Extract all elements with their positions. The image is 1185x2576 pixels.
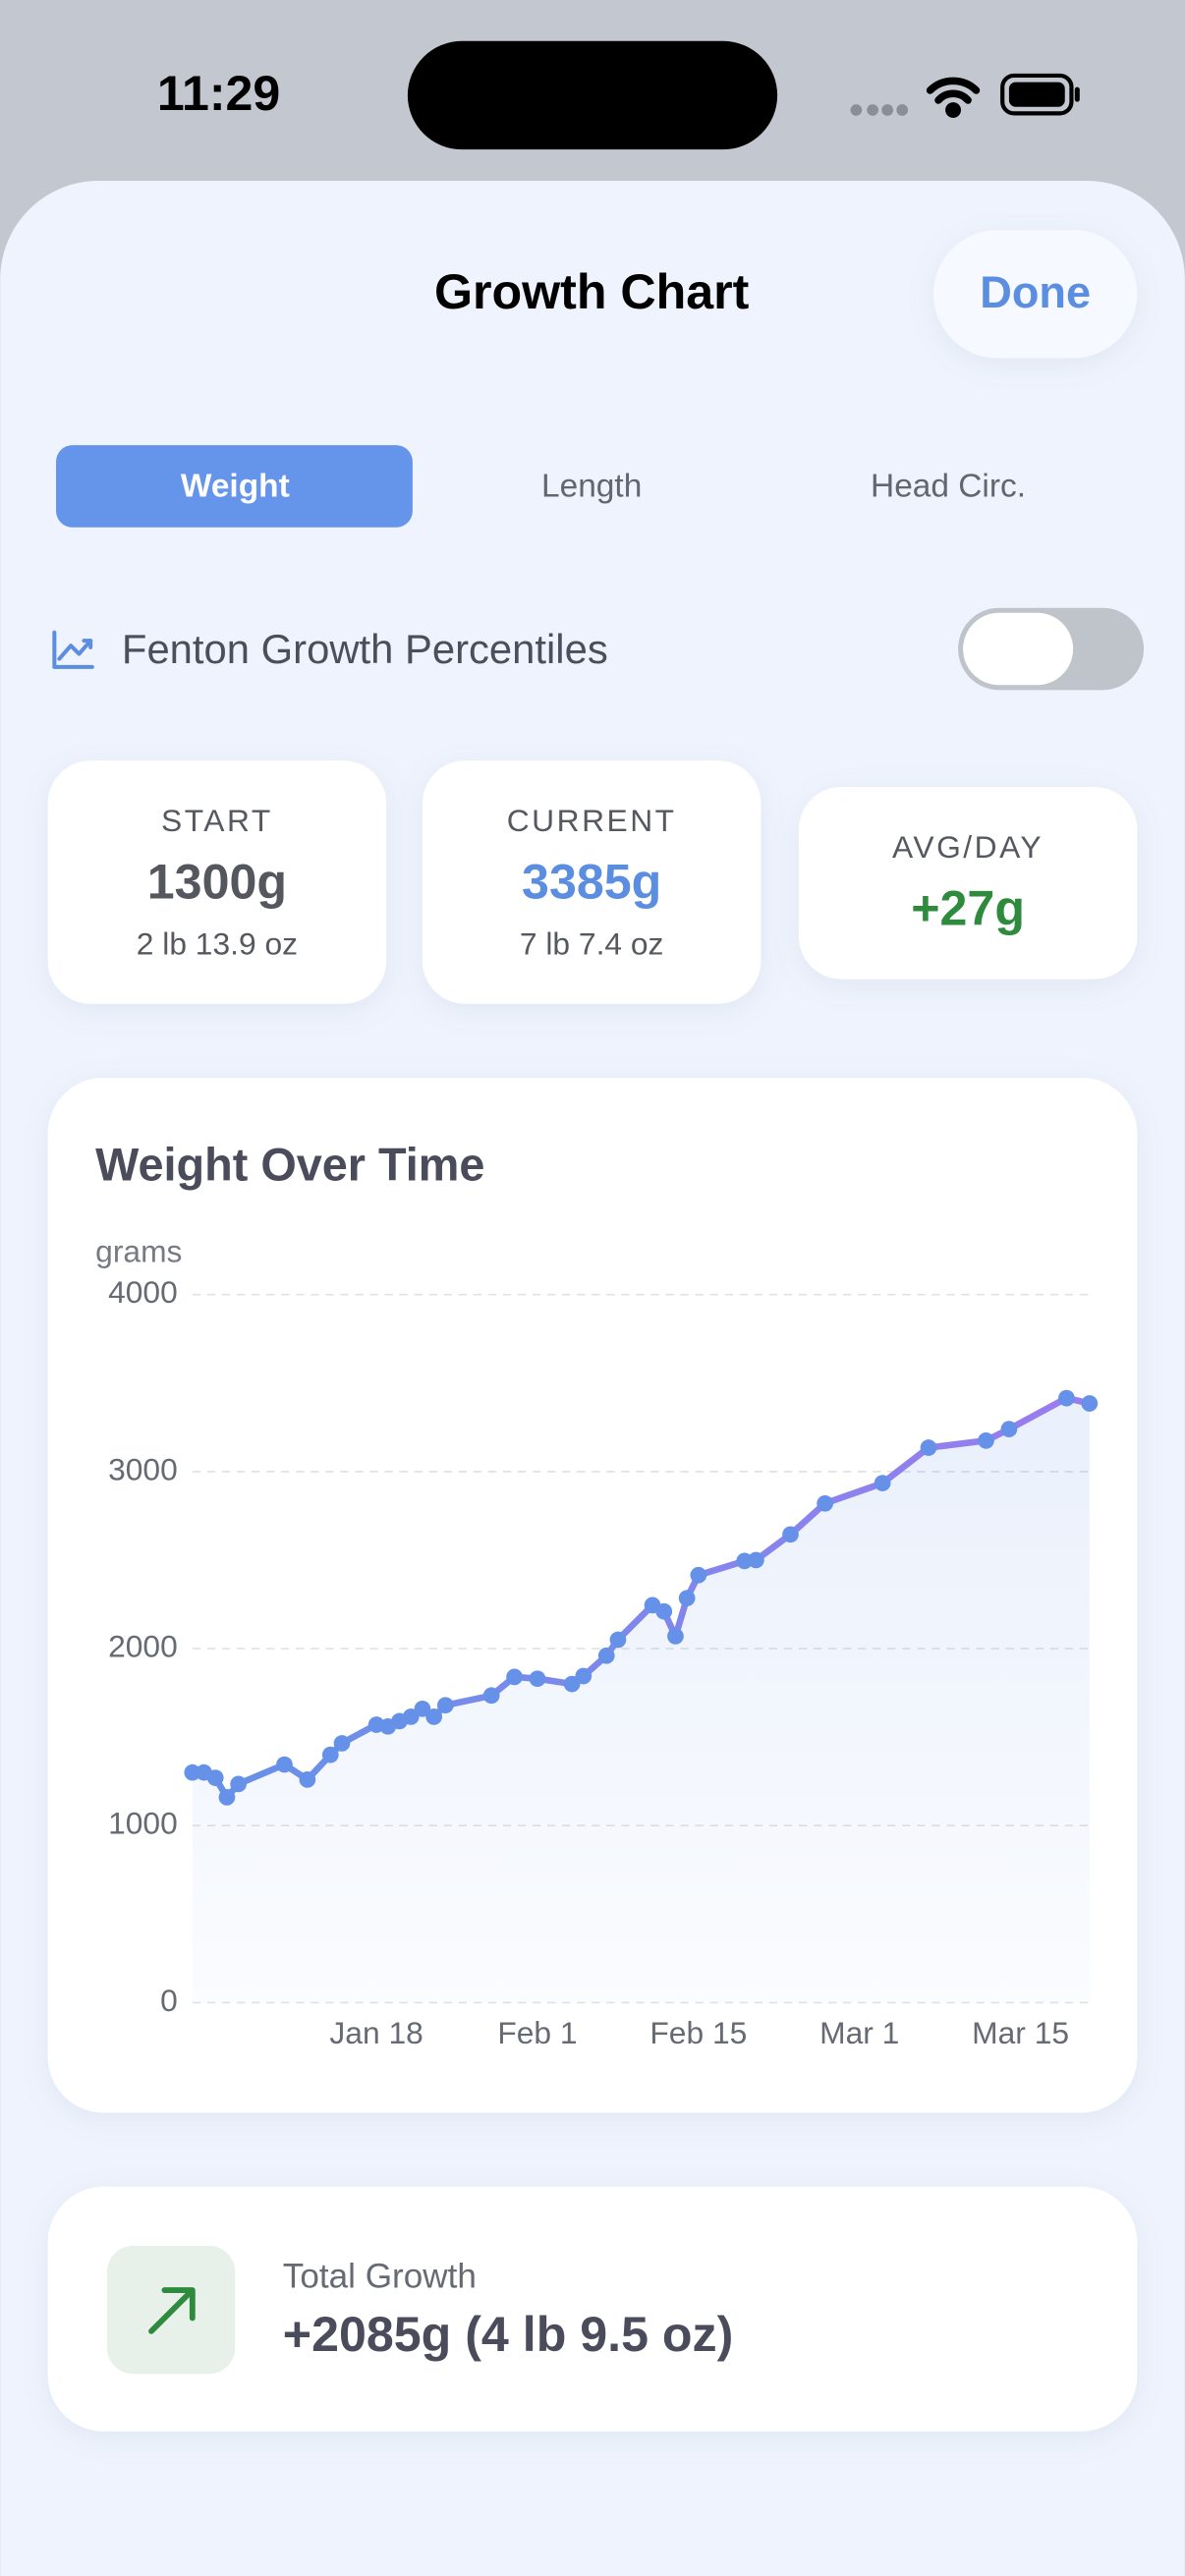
- x-tick-label: Mar 15: [972, 2015, 1069, 2050]
- total-label: Total Growth: [283, 2258, 477, 2296]
- stat-label: START: [161, 803, 273, 838]
- point: [1081, 1395, 1099, 1412]
- plot: 0 1000 2000 3000 4000 Jan 18 Feb 1 Feb 15 Mar 1 M…: [108, 1274, 1099, 2050]
- point: [748, 1551, 764, 1569]
- status-time: 11:29: [157, 66, 281, 121]
- tab[interactable]: Head Circ.: [871, 468, 1026, 504]
- stat-label: AVG/DAY: [892, 829, 1044, 865]
- point: [563, 1675, 581, 1693]
- x-tick-label: Feb 1: [497, 2015, 577, 2050]
- point: [920, 1439, 937, 1456]
- toggle-label: Fenton Growth Percentiles: [122, 626, 608, 672]
- chart-title: Weight Over Time: [95, 1139, 484, 1190]
- stat-value: +27g: [911, 880, 1025, 935]
- point: [436, 1697, 454, 1714]
- done-button[interactable]: [932, 230, 1138, 359]
- sheet-title: Growth Chart: [434, 264, 750, 319]
- point: [874, 1475, 891, 1491]
- done-label[interactable]: Done: [980, 267, 1091, 317]
- chart-icon: [52, 630, 94, 669]
- point: [506, 1668, 523, 1686]
- battery-icon: [1000, 73, 1080, 116]
- stat-card: [422, 760, 762, 1004]
- stat-card: [47, 760, 387, 1004]
- y-tick-label: 2000: [108, 1628, 178, 1663]
- point: [529, 1670, 546, 1688]
- y-tick-label: 0: [160, 1983, 178, 2018]
- stat-card: [798, 786, 1138, 980]
- dynamic-island: [407, 40, 778, 150]
- point: [230, 1775, 248, 1793]
- point: [299, 1771, 316, 1788]
- stat-label: CURRENT: [507, 803, 677, 838]
- y-tick-label: 3000: [108, 1451, 178, 1486]
- toggle-knob[interactable]: [963, 612, 1074, 686]
- tab[interactable]: Weight: [181, 468, 290, 504]
- y-tick-label: 1000: [108, 1806, 178, 1841]
- point: [206, 1769, 224, 1786]
- point: [575, 1667, 592, 1685]
- x-tick-label: Jan 18: [329, 2015, 423, 2050]
- point: [321, 1746, 339, 1764]
- point: [817, 1494, 833, 1512]
- total-card: [47, 2186, 1138, 2432]
- tab-selected[interactable]: [56, 445, 413, 528]
- point: [782, 1526, 799, 1543]
- point: [333, 1735, 351, 1752]
- wifi-icon: [926, 77, 981, 118]
- point: [667, 1628, 684, 1645]
- point: [425, 1708, 442, 1725]
- point: [609, 1631, 627, 1649]
- point: [678, 1590, 696, 1607]
- point: [1058, 1389, 1075, 1407]
- point: [482, 1687, 500, 1705]
- area: [192, 1398, 1090, 2003]
- point: [184, 1764, 201, 1781]
- y-axis-label: grams: [95, 1233, 182, 1268]
- stat-value: 1300g: [147, 855, 287, 910]
- total-value: +2085g (4 lb 9.5 oz): [283, 2307, 734, 2362]
- point: [218, 1789, 236, 1806]
- stat-value: 3385g: [522, 855, 661, 910]
- point: [597, 1647, 615, 1664]
- point: [690, 1566, 707, 1584]
- y-tick-label: 4000: [108, 1274, 178, 1310]
- point: [1000, 1421, 1018, 1437]
- growth-icon: [148, 2287, 196, 2334]
- point: [276, 1756, 293, 1773]
- x-tick-label: Mar 1: [819, 2015, 899, 2050]
- point: [978, 1431, 994, 1449]
- point: [402, 1708, 420, 1725]
- tab[interactable]: Length: [541, 468, 642, 504]
- point: [414, 1700, 431, 1717]
- stat-sub: 2 lb 13.9 oz: [137, 926, 298, 962]
- stat-sub: 7 lb 7.4 oz: [520, 926, 664, 962]
- x-tick-label: Feb 15: [649, 2015, 747, 2050]
- point: [655, 1602, 673, 1620]
- signal-icon: [850, 104, 909, 116]
